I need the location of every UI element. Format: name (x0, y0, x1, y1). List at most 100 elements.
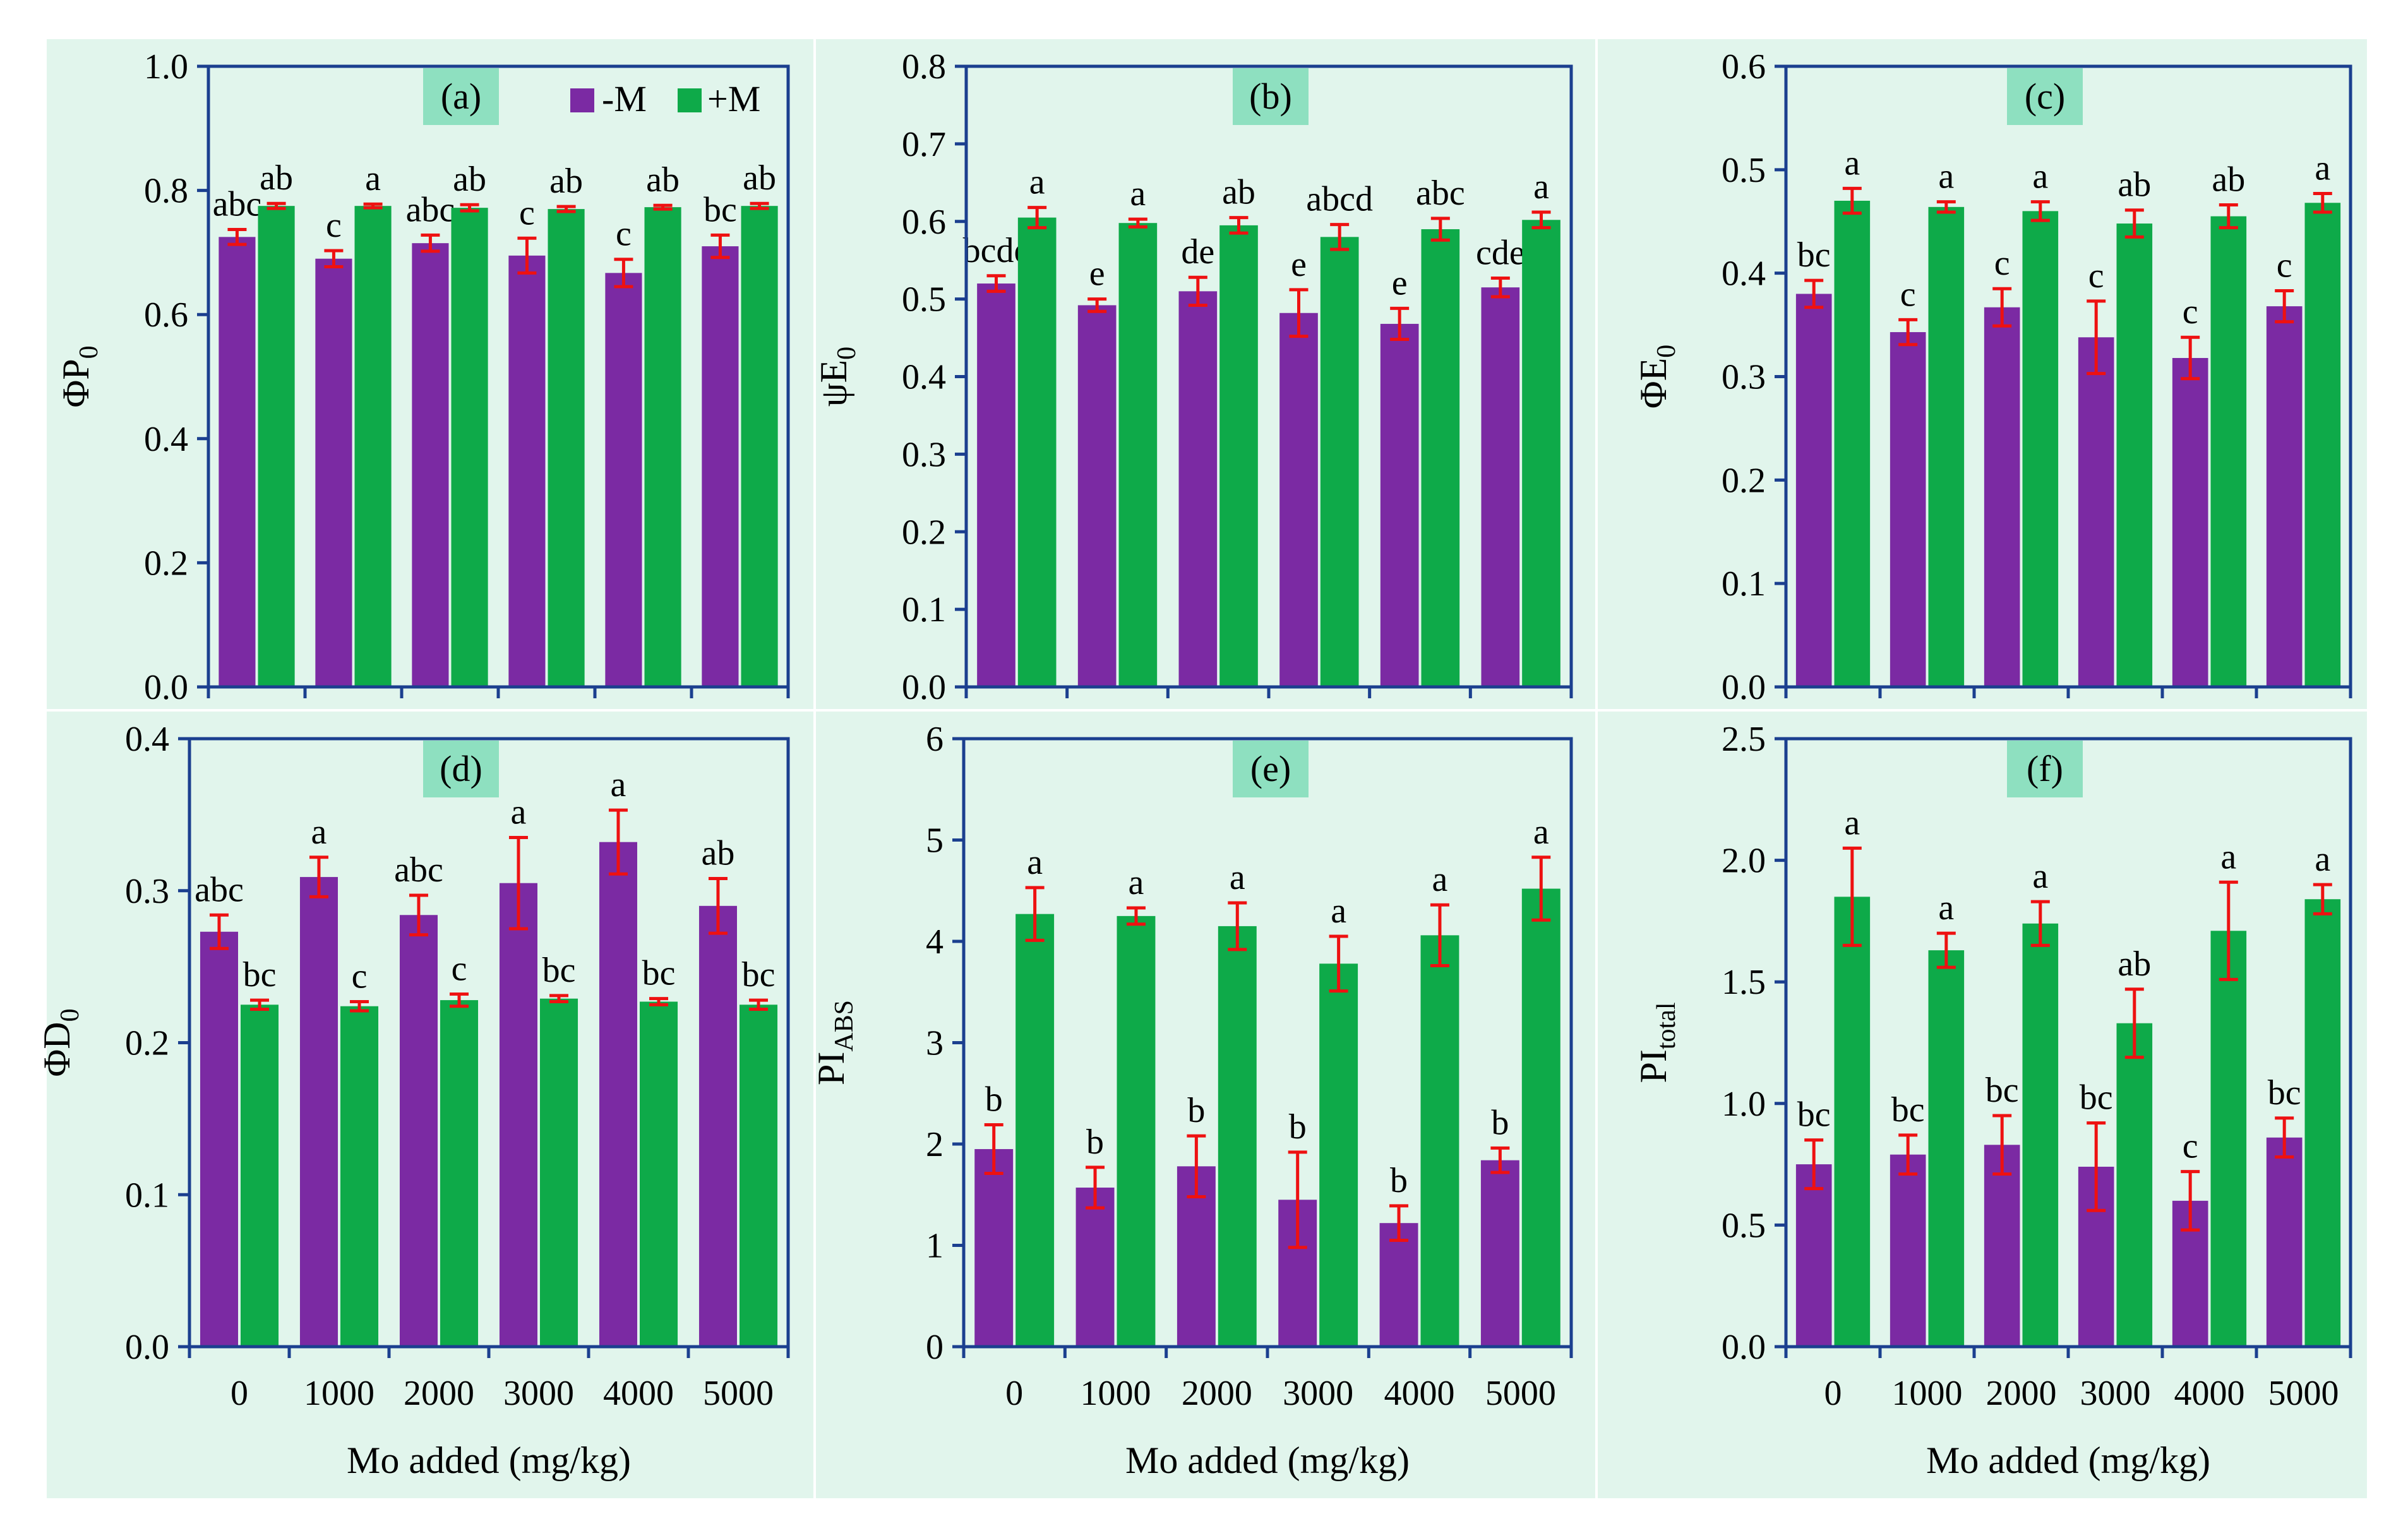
bar-plus-m (1421, 229, 1460, 688)
bar-plus-m (548, 209, 585, 688)
y-axis-title-main: PI (810, 1052, 852, 1085)
bar-minus-m (1075, 1188, 1115, 1347)
y-tick-label: 0.3 (1722, 358, 1766, 397)
significance-label: b (1289, 1107, 1307, 1147)
plot-frame (964, 64, 1573, 689)
panel-title-box (423, 68, 499, 125)
significance-label: ab (646, 160, 680, 200)
y-axis-title-subscript: total (1652, 1002, 1681, 1049)
significance-label: b (1187, 1091, 1205, 1130)
bar-plus-m (1319, 963, 1358, 1347)
bar-plus-m (1521, 888, 1560, 1347)
bar-minus-m (702, 246, 739, 687)
panel-title: (c) (2025, 76, 2065, 117)
panel-title: (e) (1250, 748, 1291, 789)
significance-label: a (1331, 891, 1346, 931)
significance-label: c (452, 949, 467, 988)
bar-minus-m (1984, 1145, 2020, 1347)
significance-label: ab (260, 158, 293, 198)
bar-plus-m (440, 1000, 479, 1347)
panel-title-box (2007, 741, 2083, 797)
bar-plus-m (1015, 914, 1055, 1347)
significance-label: a (2220, 837, 2236, 876)
significance-label: e (1291, 245, 1307, 284)
bar-minus-m (2266, 306, 2303, 687)
bar-plus-m (1219, 225, 1258, 687)
significance-label: ab (743, 158, 776, 198)
x-tick-label: 4000 (2174, 1374, 2245, 1413)
panel-title-box (2007, 68, 2083, 125)
bar-minus-m (2266, 1137, 2303, 1347)
significance-label: bc (2080, 1078, 2113, 1118)
significance-label: c (2183, 1127, 2198, 1166)
significance-label: c (2183, 292, 2198, 331)
significance-label: ab (1222, 173, 1255, 212)
bar-plus-m (2210, 216, 2247, 687)
y-tick-label: 0.2 (144, 544, 188, 583)
panel-title-box (423, 741, 499, 797)
y-tick-label: 2.0 (1722, 842, 1766, 881)
legend: -M +M (570, 78, 760, 119)
significance-label: a (2315, 840, 2330, 879)
significance-label: abc (406, 190, 455, 229)
y-tick-label: 1.5 (1722, 963, 1766, 1002)
significance-label: c (519, 193, 535, 232)
bar-plus-m (2022, 923, 2059, 1347)
bar-minus-m (200, 931, 238, 1347)
bar-plus-m (1420, 935, 1459, 1347)
bar-minus-m (1795, 294, 1832, 687)
significance-label: abc (195, 870, 244, 909)
y-tick-label: 2 (926, 1125, 943, 1164)
bar-minus-m (508, 255, 546, 687)
x-tick-label: 1000 (304, 1374, 374, 1413)
significance-label: bc (243, 955, 277, 994)
bar-minus-m (1890, 1154, 1926, 1347)
y-axis-title-subscript: 0 (56, 1008, 85, 1022)
chart-panel-c: 0.0 0.1 0.2 0.3 0.4 0.5 0.6 ΦE0 bc c c c c c a a a ab ab a (… (1598, 39, 2367, 709)
y-axis-title: PItotal (1632, 1002, 1681, 1083)
significance-label: bc (642, 954, 676, 993)
y-tick-label: 1 (926, 1227, 943, 1266)
significance-label: a (311, 813, 327, 852)
y-tick-label: 0.7 (902, 125, 946, 164)
y-tick-label: 0.3 (125, 872, 169, 911)
plot-frame (1784, 737, 2352, 1349)
significance-label: bc (1797, 235, 1831, 275)
x-axis-title: Mo added (mg/kg) (1125, 1440, 1410, 1481)
bar-minus-m (2172, 358, 2208, 687)
bar-minus-m (1379, 1223, 1418, 1347)
significance-label: a (2032, 857, 2048, 896)
x-tick-label: 3000 (2080, 1374, 2151, 1413)
bar-plus-m (1522, 220, 1560, 688)
bar-minus-m (1178, 291, 1218, 687)
y-tick-label: 0.8 (902, 47, 946, 86)
y-tick-label: 0.1 (1722, 564, 1766, 604)
bar-plus-m (340, 1006, 379, 1347)
bar-minus-m (399, 915, 438, 1347)
y-tick-label: 0.2 (1722, 461, 1766, 500)
bar-plus-m (740, 1004, 778, 1347)
bar-minus-m (698, 905, 737, 1347)
significance-label: bc (704, 190, 737, 229)
y-axis-title-main: PI (1632, 1049, 1674, 1083)
significance-label: c (1900, 275, 1916, 314)
significance-label: c (1994, 244, 2010, 283)
legend-swatch-minus-m (570, 88, 594, 112)
y-tick-label: 0 (926, 1328, 943, 1367)
bar-minus-m (605, 273, 642, 687)
chart-panel-f: 0.0 0.5 1.0 1.5 2.0 2.5 PItotal bc bc bc bc c bc a a a a… (1598, 712, 2367, 1498)
bar-plus-m (354, 206, 392, 687)
significance-label: a (1027, 843, 1043, 882)
bar-minus-m (219, 237, 256, 687)
significance-label: bc (1797, 1095, 1831, 1135)
bar-minus-m (1984, 307, 2020, 687)
y-axis-title: PIABS (810, 1000, 859, 1085)
chart-panel-e: 0 1 2 3 4 5 6 PIABS b b b b b b a a a a a a (e) 0 1000 2000 3000… (810, 712, 1595, 1498)
significance-label: a (1130, 174, 1146, 213)
bar-plus-m (2022, 211, 2059, 687)
significance-label: b (1086, 1123, 1104, 1162)
